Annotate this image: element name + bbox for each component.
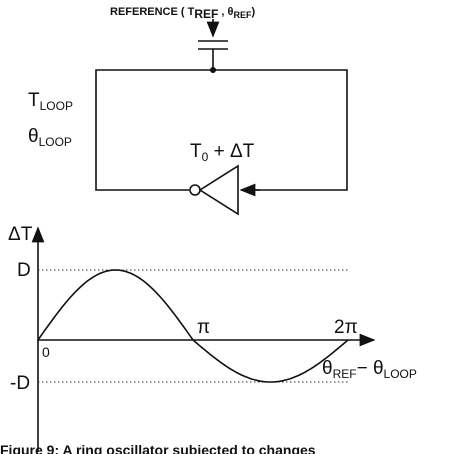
caption: Figure 9: A ring oscillator subjected to… [0,442,316,454]
loop-wire [95,69,348,191]
loop-t-label: TLOOP [28,90,73,113]
x-mid-label: π [197,317,210,338]
sine-curve [37,269,349,383]
loop-theta-label: θLOOP [28,126,72,149]
reference-label: REFERENCE ( TREF , θREF) [110,6,255,21]
x-end-label: 2π [334,317,358,338]
inverter-bubble [189,184,201,196]
inverter [198,164,239,216]
y-top-label: D [17,260,31,281]
x-label: θREF− θLOOP [322,358,417,381]
origin-label: 0 [42,344,50,360]
inverter-label: T0 + ΔT [190,141,255,164]
y-bottom-label: -D [10,373,30,394]
y-label: ΔT [8,224,33,245]
